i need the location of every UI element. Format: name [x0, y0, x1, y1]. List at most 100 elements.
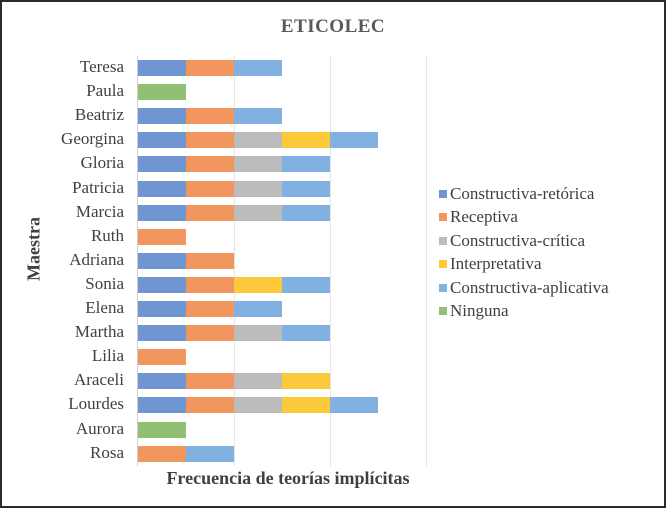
legend-item: Interpretativa — [439, 253, 663, 277]
bar-segment — [138, 397, 186, 414]
stacked-bar — [138, 180, 330, 197]
stacked-bar — [138, 108, 282, 125]
legend-item: Constructiva-aplicativa — [439, 276, 663, 300]
legend-swatch-icon — [439, 236, 447, 245]
bar-segment — [282, 204, 330, 221]
bar-segment — [234, 276, 282, 293]
bar-segment — [282, 156, 330, 173]
bar-segment — [330, 132, 378, 149]
stacked-bar — [138, 228, 186, 245]
legend: Constructiva-retórica Receptiva Constructi… — [439, 182, 663, 323]
x-gridline — [234, 56, 235, 466]
legend-label: Interpretativa — [450, 254, 542, 274]
bar-segment — [138, 180, 186, 197]
legend-label: Receptiva — [450, 207, 518, 227]
bar-segment — [234, 60, 282, 76]
bar-segment — [234, 325, 282, 342]
bar-segment — [234, 156, 282, 173]
category-label: Lilia — [91, 346, 124, 366]
category-label: Patricia — [72, 177, 124, 197]
bar-segment — [186, 204, 234, 221]
bar-segment — [138, 132, 186, 149]
category-label: Rosa — [90, 442, 124, 462]
stacked-bar — [138, 132, 378, 149]
bar-segment — [282, 180, 330, 197]
stacked-bar — [138, 349, 186, 366]
bar-segment — [138, 156, 186, 173]
legend-item: Receptiva — [439, 206, 663, 230]
stacked-bar — [138, 204, 330, 221]
bar-segment — [138, 108, 186, 125]
legend-swatch-icon — [439, 307, 447, 316]
bar-segment — [234, 180, 282, 197]
bar-segment — [234, 301, 282, 317]
category-label: Adriana — [69, 249, 124, 269]
category-label: Araceli — [73, 370, 124, 390]
bar-segment — [186, 108, 234, 125]
x-gridline — [330, 56, 331, 466]
bar-row: Lilia — [2, 345, 429, 369]
bar-segment — [234, 373, 282, 390]
stacked-bar — [138, 445, 234, 462]
bar-segment — [138, 60, 186, 76]
bar-row: Teresa — [2, 56, 429, 80]
category-label: Martha — [74, 322, 124, 342]
bar-segment — [138, 228, 186, 245]
category-label: Beatriz — [74, 105, 124, 125]
bar-row: Sonia — [2, 273, 429, 297]
x-gridline — [426, 56, 427, 466]
category-label: Sonia — [85, 273, 124, 293]
stacked-bar — [138, 397, 378, 414]
bar-row: Ruth — [2, 225, 429, 249]
category-label: Elena — [85, 298, 124, 317]
y-axis-line — [137, 56, 138, 466]
bar-row: Rosa — [2, 442, 429, 466]
bar-segment — [138, 84, 186, 101]
bar-row: Beatriz — [2, 104, 429, 128]
bar-segment — [234, 204, 282, 221]
bar-segment — [186, 276, 234, 293]
bar-segment — [138, 252, 186, 269]
bar-segment — [186, 445, 234, 462]
category-label: Marcia — [75, 201, 124, 221]
bar-segment — [186, 156, 234, 173]
bar-segment — [234, 397, 282, 414]
bar-segment — [186, 373, 234, 390]
bar-segment — [234, 132, 282, 149]
bar-segment — [186, 180, 234, 197]
bar-segment — [282, 276, 330, 293]
bar-segment — [186, 132, 234, 149]
category-label: Gloria — [80, 153, 124, 173]
bar-row: Adriana — [2, 249, 429, 273]
legend-swatch-icon — [439, 213, 447, 222]
bar-segment — [138, 349, 186, 366]
bar-row: Martha — [2, 321, 429, 345]
legend-item: Constructiva-retórica — [439, 182, 663, 206]
bar-row: Gloria — [2, 152, 429, 176]
bar-row: Elena — [2, 297, 429, 321]
bar-segment — [186, 325, 234, 342]
category-label: Ruth — [90, 225, 124, 245]
bar-segment — [186, 252, 234, 269]
plot-area: Teresa Paula Beatriz Georgina Gloria Patricia… — [61, 56, 429, 466]
bar-segment — [138, 445, 186, 462]
legend-swatch-icon — [439, 283, 447, 292]
bar-row: Marcia — [2, 201, 429, 225]
bar-row: Aurora — [2, 418, 429, 442]
category-label: Aurora — [75, 418, 124, 438]
legend-label: Constructiva-retórica — [450, 183, 595, 203]
legend-item: Ninguna — [439, 300, 663, 324]
bar-segment — [138, 204, 186, 221]
bar-segment — [138, 301, 186, 317]
legend-item: Constructiva-crítica — [439, 229, 663, 253]
bar-segment — [330, 397, 378, 414]
legend-swatch-icon — [439, 260, 447, 269]
stacked-bar — [138, 325, 330, 342]
stacked-bar — [138, 301, 282, 317]
bar-row: Paula — [2, 80, 429, 104]
stacked-bar — [138, 373, 330, 390]
legend-label: Constructiva-crítica — [450, 230, 586, 250]
bar-row: Georgina — [2, 128, 429, 152]
stacked-bar — [138, 421, 186, 438]
